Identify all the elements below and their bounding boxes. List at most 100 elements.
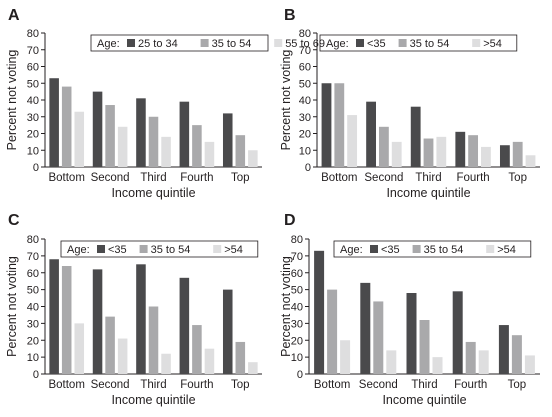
y-tick-label: 0 [33, 369, 39, 381]
legend-entry: 55 to 69 [285, 38, 325, 50]
y-tick-label: 50 [291, 285, 303, 297]
x-axis-label: Income quintile [382, 393, 466, 407]
bar-third-series-3 [432, 357, 443, 374]
panel-letter: D [284, 212, 296, 229]
bar-bottom-series-1 [321, 83, 332, 167]
y-tick-label: 0 [297, 369, 303, 381]
bar-bottom-series-1 [49, 78, 59, 167]
bar-fourth-series-2 [465, 341, 476, 374]
bar-second-series-2 [105, 105, 115, 167]
y-tick-label: 60 [291, 268, 303, 280]
y-tick-label: 80 [27, 28, 39, 40]
x-tick-label: Fourth [180, 379, 213, 391]
legend-swatch [213, 245, 222, 253]
bar-fourth-series-1 [179, 277, 190, 374]
legend-entry: 35 to 54 [151, 244, 191, 256]
x-tick-label: Fourth [454, 379, 487, 391]
bar-third-series-1 [136, 98, 146, 167]
legend-entry: >54 [483, 38, 502, 50]
bar-third-series-3 [161, 136, 171, 167]
y-tick-label: 70 [27, 45, 39, 57]
legend-title: Age: [340, 244, 363, 256]
bar-fourth-series-1 [179, 101, 190, 167]
legend: Age: <35 35 to 54 >54 [60, 240, 259, 258]
bar-bottom-series-3 [74, 111, 85, 167]
legend-swatch [398, 39, 407, 47]
legend-entry: <35 [381, 244, 400, 256]
bar-fourth-series-2 [192, 125, 202, 167]
x-tick-label: Third [415, 172, 441, 184]
x-tick-label: Second [91, 379, 130, 391]
legend-swatch [139, 245, 148, 253]
bar-third-series-3 [161, 353, 171, 374]
legend-swatch [274, 39, 283, 47]
legend-entry: 35 to 54 [212, 38, 252, 50]
panel-letter: A [8, 7, 20, 24]
y-tick-label: 30 [291, 318, 303, 330]
bar-fourth-series-1 [452, 291, 463, 374]
x-axis-label: Income quintile [111, 393, 195, 407]
y-tick-label: 0 [33, 162, 39, 174]
legend-box [319, 34, 518, 52]
bar-fourth-series-1 [455, 131, 466, 167]
x-tick-label: Bottom [48, 379, 84, 391]
y-tick-label: 60 [299, 62, 311, 74]
bar-bottom-series-2 [334, 83, 345, 167]
bar-second-series-3 [391, 141, 402, 167]
x-tick-label: Second [91, 172, 130, 184]
bar-second-series-1 [92, 91, 103, 167]
bar-second-series-1 [366, 101, 376, 167]
y-tick-label: 40 [299, 95, 311, 107]
bar-third-series-2 [423, 138, 434, 167]
bar-fourth-series-3 [478, 350, 489, 374]
bar-bottom-series-1 [314, 250, 325, 374]
bar-top-series-3 [248, 362, 258, 374]
legend-title: Age: [67, 244, 90, 256]
bar-third-series-2 [148, 116, 159, 167]
bar-second-series-2 [105, 316, 115, 374]
bar-bottom-series-3 [340, 340, 351, 374]
y-tick-label: 60 [27, 62, 39, 74]
x-tick-label: Top [508, 379, 527, 391]
y-tick-label: 30 [299, 112, 311, 124]
y-tick-label: 80 [27, 234, 39, 246]
y-axis-label: Percent not voting [279, 50, 293, 151]
y-tick-label: 80 [299, 28, 311, 40]
bar-bottom-series-2 [61, 86, 72, 167]
legend-swatch [370, 245, 378, 253]
bar-second-series-1 [92, 269, 103, 374]
legend-entry: 35 to 54 [424, 244, 464, 256]
bar-bottom-series-2 [327, 289, 338, 374]
x-tick-label: Fourth [456, 172, 489, 184]
bar-top-series-2 [511, 335, 522, 374]
y-axis-label: Percent not voting [5, 50, 19, 151]
bar-third-series-3 [436, 136, 447, 167]
legend-box [333, 240, 532, 258]
legend-swatch [97, 245, 105, 253]
bar-third-series-1 [410, 106, 421, 167]
x-tick-label: Third [140, 172, 166, 184]
y-tick-label: 80 [291, 234, 303, 246]
x-tick-label: Top [508, 172, 527, 184]
y-tick-label: 20 [299, 129, 311, 141]
bar-third-series-2 [148, 306, 159, 374]
y-tick-label: 10 [27, 145, 39, 157]
y-tick-label: 50 [27, 285, 39, 297]
legend: Age: 25 to 34 35 to 54 55 to 69 [90, 34, 325, 52]
bar-top-series-1 [498, 325, 509, 374]
legend-swatch [472, 39, 481, 47]
bar-top-series-1 [222, 289, 233, 374]
legend-title: Age: [97, 38, 120, 50]
y-tick-label: 40 [27, 95, 39, 107]
legend: Age: <35 35 to 54 >54 [319, 34, 518, 52]
y-tick-label: 20 [27, 129, 39, 141]
bar-fourth-series-3 [204, 141, 215, 167]
bar-top-series-1 [499, 145, 510, 167]
x-axis-label: Income quintile [111, 186, 195, 200]
y-tick-label: 50 [299, 78, 311, 90]
bar-top-series-2 [512, 141, 523, 167]
bar-top-series-3 [524, 355, 535, 374]
bar-second-series-3 [117, 126, 128, 167]
bar-second-series-2 [373, 301, 384, 374]
bar-second-series-1 [360, 282, 371, 374]
